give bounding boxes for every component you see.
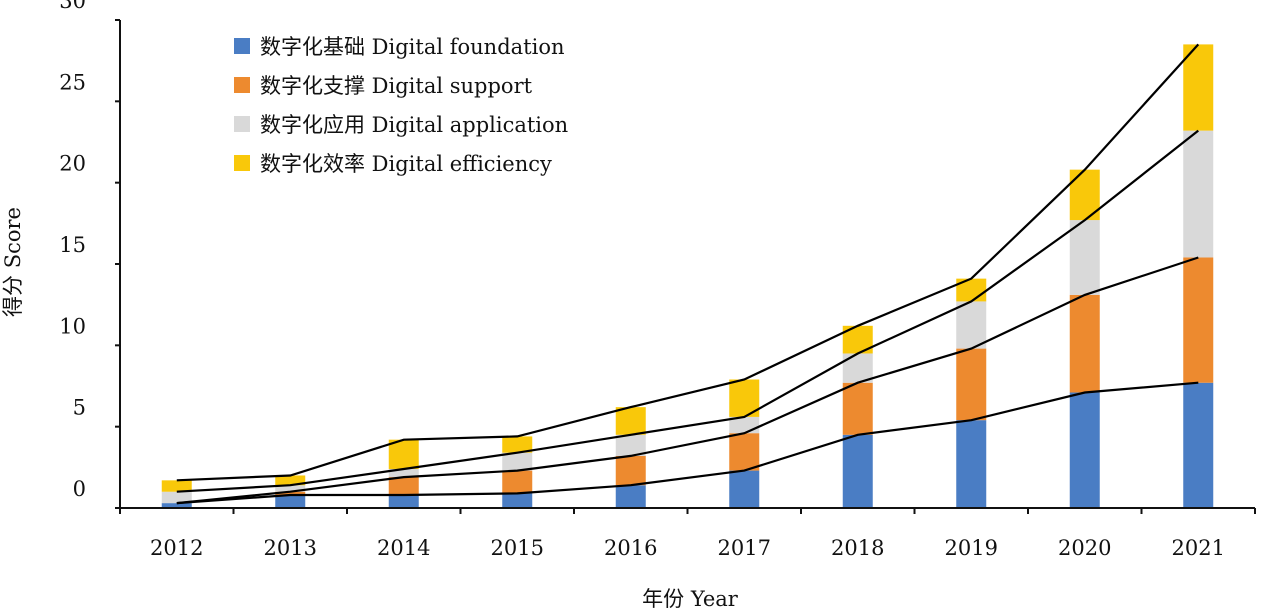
bar-segment-2020-series-2 xyxy=(1069,294,1100,393)
y-tick-label: 15 xyxy=(59,233,86,257)
x-tick-label: 2015 xyxy=(491,536,544,560)
bar-segment-2016-series-3 xyxy=(615,434,646,456)
x-ticks-layer: 2012 2013 2014 2015 2016 2017 2018 2019 2020 2021 xyxy=(119,508,1256,560)
bars-layer xyxy=(161,44,1214,508)
connector-line-series-1 xyxy=(176,381,1199,505)
bar-segment-2016-series-4 xyxy=(615,407,646,435)
bar-segment-2021-series-3 xyxy=(1183,130,1214,258)
y-tick-label: 25 xyxy=(59,70,86,94)
x-tick-label: 2019 xyxy=(945,536,998,560)
legend: 数字化基础 Digital foundation 数字化支撑 Digital su… xyxy=(234,35,568,176)
bar-segment-2012-series-1 xyxy=(161,503,192,508)
bar-segment-2016-series-1 xyxy=(615,485,646,508)
bar-segment-2018-series-2 xyxy=(842,382,873,435)
bar-segment-2020-series-1 xyxy=(1069,392,1100,508)
bar-segment-2020-series-3 xyxy=(1069,220,1100,295)
legend-label: 数字化支撑 Digital support xyxy=(260,74,533,98)
bar-segment-2014-series-3 xyxy=(388,468,419,478)
x-tick-label: 2012 xyxy=(150,536,203,560)
y-axis-title: 得分 Score xyxy=(1,207,25,317)
connector-line-series-3 xyxy=(176,129,1199,493)
connector-lines-layer xyxy=(176,43,1200,505)
bar-segment-2015-series-4 xyxy=(502,436,533,453)
bar-segment-2014-series-1 xyxy=(388,494,419,508)
x-tick-label: 2016 xyxy=(604,536,657,560)
connector-line-series-2 xyxy=(176,256,1199,505)
bar-segment-2021-series-1 xyxy=(1183,382,1214,508)
bar-segment-2019-series-1 xyxy=(956,420,987,508)
legend-swatch xyxy=(234,77,250,93)
legend-label: 数字化应用 Digital application xyxy=(260,113,568,137)
x-tick-label: 2013 xyxy=(264,536,317,560)
x-tick-label: 2020 xyxy=(1058,536,1111,560)
bar-segment-2018-series-3 xyxy=(842,353,873,383)
bar-segment-2019-series-2 xyxy=(956,348,987,421)
y-tick-label: 0 xyxy=(73,477,86,501)
bar-segment-2012-series-4 xyxy=(161,480,192,492)
y-tick-label: 30 xyxy=(59,0,86,13)
bar-segment-2015-series-3 xyxy=(502,452,533,471)
bar-segment-2021-series-2 xyxy=(1183,257,1214,383)
bar-segment-2013-series-1 xyxy=(275,494,306,508)
bar-segment-2013-series-4 xyxy=(275,475,306,486)
y-tick-label: 10 xyxy=(59,314,86,338)
bar-segment-2014-series-4 xyxy=(388,439,419,469)
bar-segment-2018-series-1 xyxy=(842,434,873,508)
bar-segment-2014-series-2 xyxy=(388,477,419,495)
bar-segment-2016-series-2 xyxy=(615,455,646,486)
x-tick-label: 2021 xyxy=(1172,536,1225,560)
connector-line-series-4 xyxy=(176,43,1200,482)
y-tick-label: 5 xyxy=(73,396,86,420)
x-tick-label: 2018 xyxy=(831,536,884,560)
legend-swatch xyxy=(234,116,250,132)
bar-segment-2012-series-3 xyxy=(161,491,192,504)
x-axis-title: 年份 Year xyxy=(642,587,739,611)
legend-label: 数字化基础 Digital foundation xyxy=(260,35,565,59)
y-tick-label: 20 xyxy=(59,152,86,176)
bar-segment-2017-series-2 xyxy=(729,433,760,471)
legend-swatch xyxy=(234,155,250,171)
x-tick-label: 2014 xyxy=(377,536,430,560)
bar-segment-2015-series-1 xyxy=(502,493,533,508)
x-tick-label: 2017 xyxy=(718,536,771,560)
bar-segment-2013-series-3 xyxy=(275,485,306,492)
bar-segment-2017-series-1 xyxy=(729,470,760,508)
bar-segment-2013-series-2 xyxy=(275,491,306,495)
legend-label: 数字化效率 Digital efficiency xyxy=(260,152,552,176)
bar-segment-2021-series-4 xyxy=(1183,44,1214,131)
bar-segment-2015-series-2 xyxy=(502,470,533,494)
legend-swatch xyxy=(234,38,250,54)
y-ticks-layer: 0 5 10 15 20 25 30 xyxy=(59,0,120,509)
bar-segment-2019-series-3 xyxy=(956,301,987,349)
